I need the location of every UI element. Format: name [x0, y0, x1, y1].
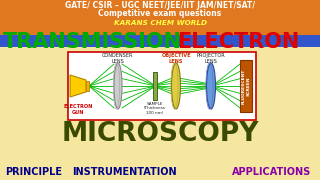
- Ellipse shape: [206, 63, 215, 109]
- FancyBboxPatch shape: [0, 0, 320, 35]
- Text: KARANS CHEM WORLD: KARANS CHEM WORLD: [114, 20, 206, 26]
- Text: TRANSMISSION: TRANSMISSION: [3, 32, 182, 52]
- Text: Competitive exam questions: Competitive exam questions: [98, 8, 222, 17]
- Text: PROJECTOR
LENS: PROJECTOR LENS: [196, 53, 225, 64]
- Polygon shape: [70, 75, 86, 97]
- Text: INSTRUMENTATION: INSTRUMENTATION: [72, 167, 177, 177]
- Text: FLUORESCENT
SCREEN: FLUORESCENT SCREEN: [242, 68, 250, 104]
- Text: OBJECTIVE
LENS: OBJECTIVE LENS: [161, 53, 191, 64]
- Text: CONDENSER
LENS: CONDENSER LENS: [102, 53, 134, 64]
- Text: GATE/ CSIR – UGC NEET/JEE/IIT JAM/NET/SAT/: GATE/ CSIR – UGC NEET/JEE/IIT JAM/NET/SA…: [65, 1, 255, 10]
- Ellipse shape: [172, 63, 180, 109]
- Text: ELECTRON: ELECTRON: [177, 32, 299, 52]
- FancyBboxPatch shape: [153, 72, 157, 100]
- FancyBboxPatch shape: [86, 81, 89, 91]
- Text: SAMPLE
(Thickness
100 nm): SAMPLE (Thickness 100 nm): [144, 102, 166, 115]
- Text: APPLICATIONS: APPLICATIONS: [232, 167, 311, 177]
- FancyBboxPatch shape: [0, 35, 320, 47]
- Text: PRINCIPLE: PRINCIPLE: [5, 167, 62, 177]
- FancyBboxPatch shape: [68, 52, 256, 120]
- Text: ELECTRON
GUN: ELECTRON GUN: [63, 104, 93, 115]
- FancyBboxPatch shape: [240, 60, 252, 112]
- Text: MICROSCOPY: MICROSCOPY: [61, 121, 259, 147]
- Ellipse shape: [114, 63, 122, 109]
